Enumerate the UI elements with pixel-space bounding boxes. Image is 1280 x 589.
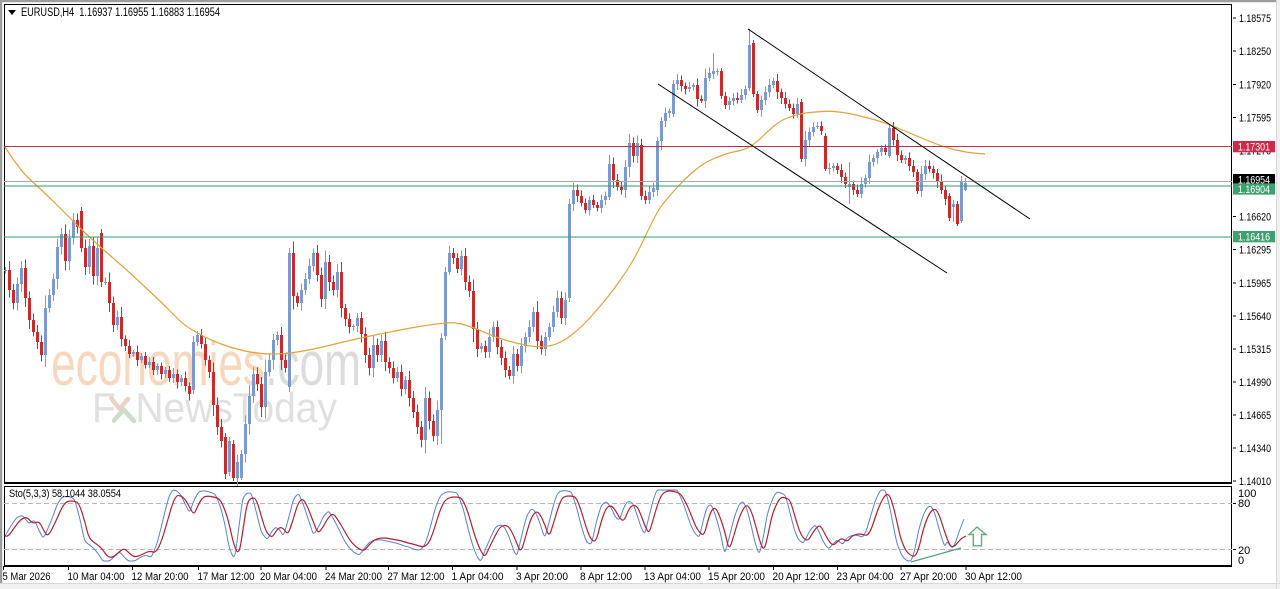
svg-text:Sto(5,3,3) 58.1044 38.0554: Sto(5,3,3) 58.1044 38.0554 [9, 488, 121, 500]
svg-text:27 Mar 12:00: 27 Mar 12:00 [388, 571, 445, 583]
svg-text:1.18250: 1.18250 [1239, 46, 1271, 58]
svg-text:1.14340: 1.14340 [1239, 443, 1271, 455]
svg-text:1.14010: 1.14010 [1239, 476, 1271, 488]
svg-text:30 Apr 12:00: 30 Apr 12:00 [965, 571, 1022, 583]
svg-text:20 Mar 04:00: 20 Mar 04:00 [260, 571, 317, 583]
svg-text:1.16295: 1.16295 [1239, 245, 1271, 257]
svg-text:0: 0 [1238, 555, 1244, 567]
svg-text:20: 20 [1238, 545, 1250, 557]
svg-text:1.14665: 1.14665 [1239, 410, 1271, 422]
svg-text:100: 100 [1238, 488, 1256, 500]
svg-text:1.16620: 1.16620 [1239, 212, 1271, 224]
svg-text:1.17920: 1.17920 [1239, 80, 1271, 92]
svg-text:15 Apr 20:00: 15 Apr 20:00 [708, 571, 765, 583]
svg-text:1.16416: 1.16416 [1238, 232, 1270, 244]
svg-text:27 Apr 20:00: 27 Apr 20:00 [900, 571, 957, 583]
svg-text:1.15640: 1.15640 [1239, 311, 1271, 323]
svg-text:13 Apr 04:00: 13 Apr 04:00 [644, 571, 701, 583]
svg-text:1.16904: 1.16904 [1238, 184, 1270, 196]
svg-text:12 Mar 20:00: 12 Mar 20:00 [132, 571, 189, 583]
svg-text:1.17595: 1.17595 [1239, 113, 1271, 125]
svg-text:17 Mar 12:00: 17 Mar 12:00 [198, 571, 255, 583]
svg-text:1.17301: 1.17301 [1238, 142, 1270, 154]
svg-text:8 Apr 12:00: 8 Apr 12:00 [580, 571, 632, 583]
svg-text:3 Apr 20:00: 3 Apr 20:00 [516, 571, 568, 583]
svg-text:80: 80 [1238, 498, 1250, 510]
svg-text:1.14990: 1.14990 [1239, 377, 1271, 389]
svg-text:1 Apr 04:00: 1 Apr 04:00 [452, 571, 504, 583]
svg-text:24 Mar 20:00: 24 Mar 20:00 [325, 571, 382, 583]
svg-text:10 Mar 04:00: 10 Mar 04:00 [68, 571, 125, 583]
svg-text:23 Apr 04:00: 23 Apr 04:00 [837, 571, 894, 583]
svg-text:EURUSD,H4 1.16937 1.16955 1.1: EURUSD,H4 1.16937 1.16955 1.16883 1.1695… [21, 7, 220, 19]
svg-text:1.15315: 1.15315 [1239, 344, 1271, 356]
svg-text:20 Apr 12:00: 20 Apr 12:00 [773, 571, 830, 583]
svg-text:5 Mar 2026: 5 Mar 2026 [3, 571, 51, 583]
svg-text:1.15965: 1.15965 [1239, 278, 1271, 290]
svg-text:1.18575: 1.18575 [1239, 13, 1271, 25]
